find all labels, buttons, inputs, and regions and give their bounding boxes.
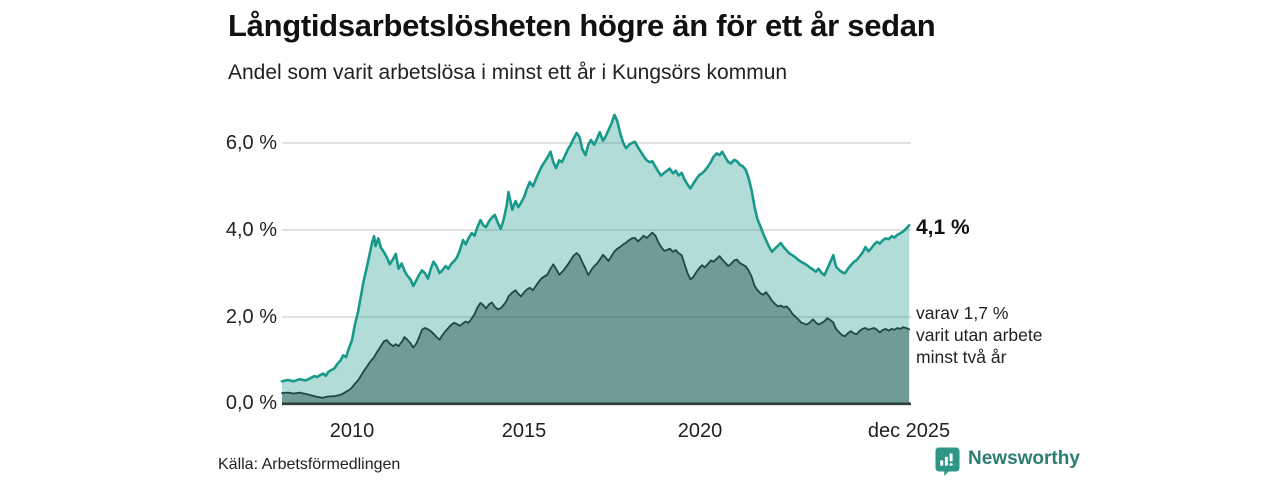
- area-unemployed-2yr: [282, 232, 910, 403]
- annotation-two-plus-line1: varav 1,7 %: [916, 303, 1009, 323]
- x-tick-dec-2025: dec 2025: [867, 420, 951, 442]
- x-tick-2010: 2010: [329, 420, 375, 442]
- y-tick-6: 6,0 %: [225, 132, 277, 154]
- line-total-unemployed-1yr: [280, 113, 911, 383]
- y-tick-2: 2,0 %: [225, 306, 277, 328]
- y-tick-4: 4,0 %: [225, 219, 277, 241]
- annotation-two-plus-line2: varit utan arbete: [916, 325, 1043, 345]
- y-tick-0: 0,0 %: [225, 392, 277, 414]
- x-tick-2020: 2020: [677, 420, 723, 442]
- chart-subtitle: Andel som varit arbetslösa i minst ett å…: [228, 61, 788, 84]
- page-title: Långtidsarbetslösheten högre än för ett …: [228, 8, 936, 43]
- annotation-total-value: 4,1 %: [916, 216, 970, 239]
- x-tick-2015: 2015: [501, 420, 547, 442]
- gridlines: [282, 142, 911, 318]
- brand-name: Newsworthy: [968, 448, 1080, 469]
- source-note: Källa: Arbetsförmedlingen: [218, 456, 401, 473]
- area-total-unemployed-1yr: [282, 114, 910, 404]
- annotation-two-plus-line3: minst två år: [916, 347, 1007, 367]
- bar-chart-glyph: [940, 453, 953, 466]
- newsworthy-icon: [935, 447, 960, 477]
- brand-logo: Newsworthy: [935, 447, 1080, 479]
- annotation-two-plus: varav 1,7 % varit utan arbete minst två …: [916, 302, 1042, 368]
- line-unemployed-2yr: [281, 231, 911, 399]
